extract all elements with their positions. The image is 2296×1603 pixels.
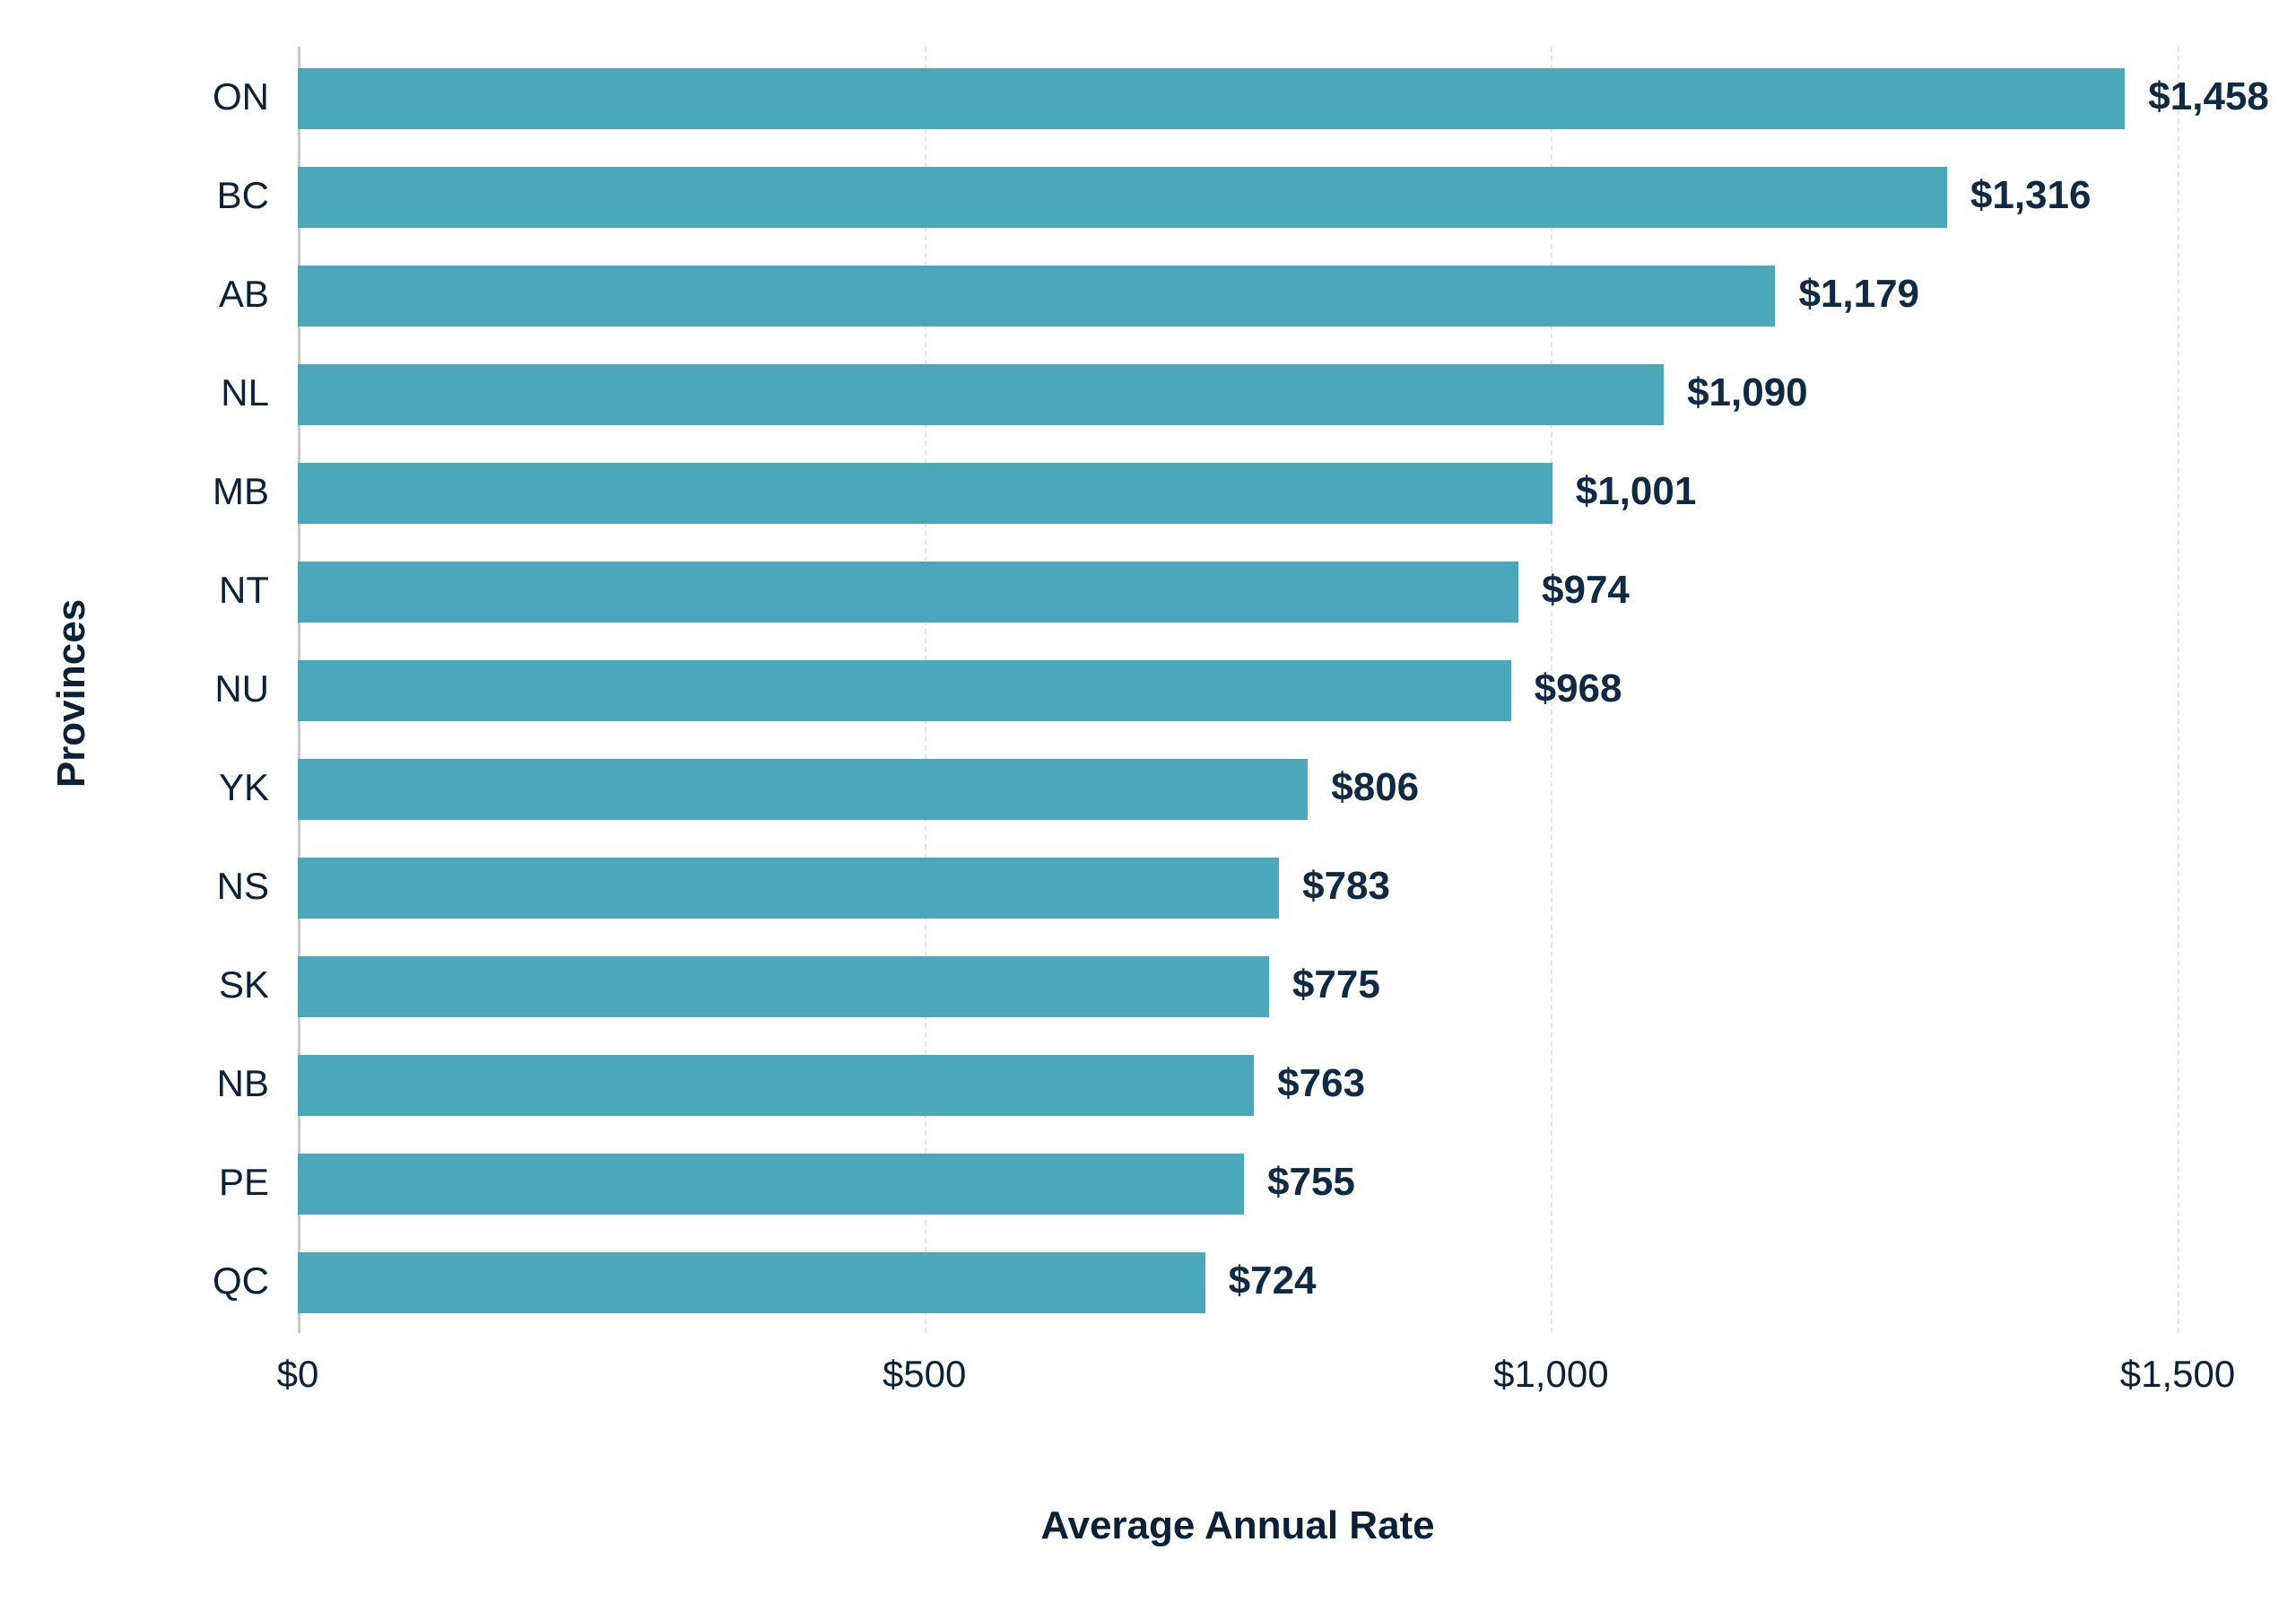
x-tick-label: $500 (883, 1353, 966, 1396)
bar (298, 167, 1947, 228)
plot-area: $1,458$1,316$1,179$1,090$1,001$974$968$8… (298, 47, 2178, 1333)
y-tick-label: YK (126, 766, 269, 809)
bar-value-label: $1,179 (1798, 272, 1919, 317)
bar (298, 463, 1552, 524)
bar (298, 1154, 1244, 1215)
bar-value-label: $806 (1331, 765, 1419, 810)
bar-value-label: $1,316 (1970, 173, 2092, 218)
y-tick-label: QC (126, 1259, 269, 1302)
x-tick-label: $1,000 (1493, 1353, 1608, 1396)
bar-value-label: $724 (1229, 1259, 1317, 1303)
y-tick-label: BC (126, 174, 269, 217)
bar-value-label: $1,458 (2148, 74, 2269, 119)
bar-value-label: $968 (1535, 666, 1622, 711)
x-tick-label: $1,500 (2120, 1353, 2235, 1396)
x-axis-title: Average Annual Rate (298, 1503, 2178, 1548)
bar (298, 266, 1775, 327)
bar (298, 364, 1664, 425)
y-tick-label: NS (126, 865, 269, 908)
provinces-rate-chart: Provinces $1,458 $1,316 $1,179 $1,090 $1,001… (0, 0, 2296, 1603)
y-tick-label: NL (126, 371, 269, 414)
bar-value-label: $1,090 (1687, 370, 1808, 415)
y-tick-label: MB (126, 470, 269, 513)
bar (298, 68, 2125, 129)
y-tick-label: ON (126, 75, 269, 118)
gridline (2178, 47, 2179, 1333)
bar-value-label: $1,001 (1576, 469, 1697, 514)
bar-value-label: $974 (1542, 568, 1630, 613)
y-tick-label: SK (126, 963, 269, 1006)
x-tick-label: $0 (277, 1353, 319, 1396)
bar-value-label: $775 (1292, 963, 1380, 1007)
y-tick-label: AB (126, 273, 269, 316)
bar (298, 660, 1511, 721)
bar-value-label: $783 (1302, 864, 1390, 909)
y-tick-label: NU (126, 667, 269, 710)
bar-value-label: $755 (1267, 1160, 1355, 1205)
y-axis-title: Provinces (49, 514, 94, 873)
bar (298, 858, 1279, 919)
bar (298, 759, 1308, 820)
bar (298, 1055, 1254, 1116)
bar (298, 956, 1269, 1017)
y-tick-label: PE (126, 1161, 269, 1204)
bar (298, 1252, 1205, 1313)
y-tick-label: NB (126, 1062, 269, 1105)
bar (298, 562, 1518, 623)
bar-value-label: $763 (1277, 1061, 1365, 1106)
y-tick-label: NT (126, 569, 269, 612)
